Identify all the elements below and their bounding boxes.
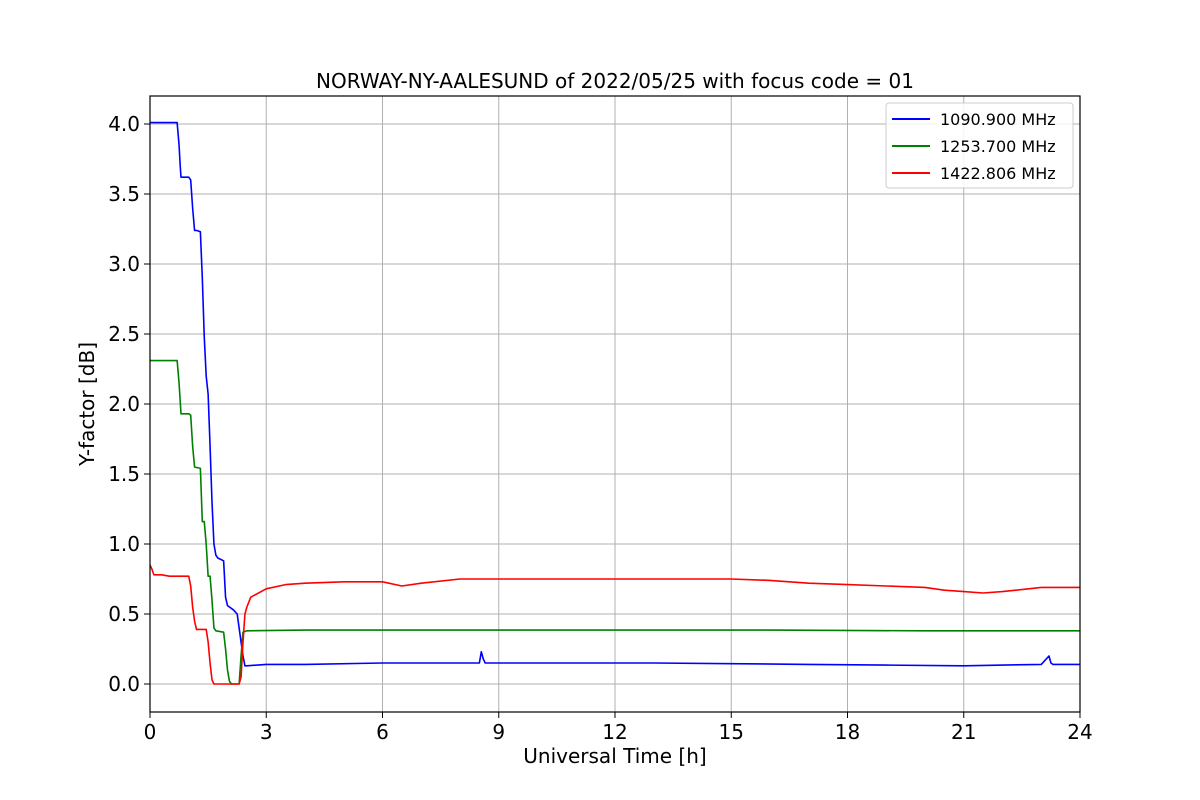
y-tick-label: 4.0	[108, 112, 140, 136]
series-line-2	[150, 359, 1080, 685]
y-tick-label: 1.0	[108, 532, 140, 556]
x-tick-label: 9	[492, 720, 505, 744]
legend-label-2: 1253.700 MHz	[940, 137, 1056, 156]
y-tick-label: 3.5	[108, 182, 140, 206]
x-tick-label: 15	[719, 720, 744, 744]
y-axis-label: Y-factor [dB]	[75, 342, 99, 467]
series-lines	[150, 121, 1080, 685]
series-line-3	[150, 564, 1080, 685]
y-tick-label: 0.5	[108, 602, 140, 626]
x-tick-label: 3	[260, 720, 273, 744]
x-tick-label: 18	[835, 720, 860, 744]
x-tick-label: 21	[951, 720, 976, 744]
y-tick-label: 2.5	[108, 322, 140, 346]
x-tick-label: 0	[144, 720, 157, 744]
chart-title: NORWAY-NY-AALESUND of 2022/05/25 with fo…	[316, 69, 914, 93]
legend-label-1: 1090.900 MHz	[940, 110, 1056, 129]
x-tick-label: 12	[602, 720, 627, 744]
y-tick-label: 3.0	[108, 252, 140, 276]
x-tick-label: 6	[376, 720, 389, 744]
axis-ticks: 0 3 6 9 12 15 18 21 24 0.0 0.5 1.0 1.5 2.0 2.5 3.0 3.5 4.…	[108, 112, 1093, 744]
y-tick-label: 0.0	[108, 672, 140, 696]
legend-box	[885, 102, 1074, 189]
y-tick-label: 1.5	[108, 462, 140, 486]
legend: 1090.900 MHz 1253.700 MHz 1422.806 MHz	[885, 102, 1074, 189]
y-tick-label: 2.0	[108, 392, 140, 416]
x-axis-label: Universal Time [h]	[523, 744, 706, 768]
legend-label-3: 1422.806 MHz	[940, 164, 1056, 183]
series-line-1	[150, 121, 1080, 667]
x-tick-label: 24	[1067, 720, 1092, 744]
